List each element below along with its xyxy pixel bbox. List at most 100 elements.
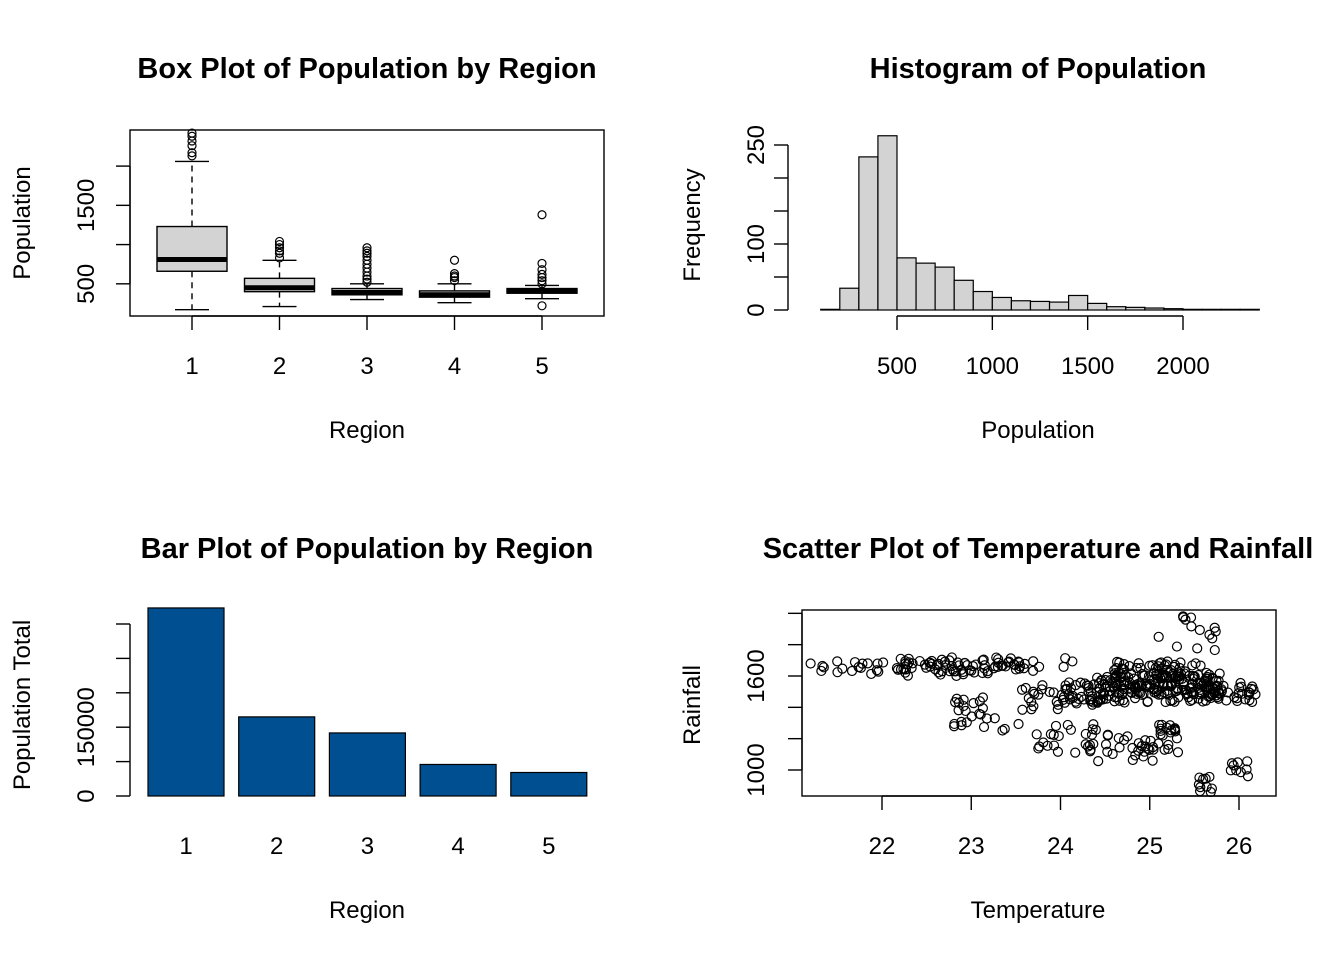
scatter-point <box>1187 670 1199 682</box>
scatter-point <box>1194 772 1205 783</box>
scatter-point <box>977 703 988 714</box>
box-outlier <box>362 246 372 256</box>
histogram-bar <box>1239 308 1260 311</box>
scatter-point <box>1116 663 1127 674</box>
scatter-point <box>992 661 1004 672</box>
scatter-point <box>846 665 858 677</box>
box-outlier <box>449 276 460 286</box>
box-outlier <box>362 255 372 265</box>
scatter-point <box>1240 694 1251 705</box>
scatter-point <box>1190 658 1201 669</box>
scatter-point <box>1114 657 1125 668</box>
scatter-point <box>997 725 1008 736</box>
scatter-point <box>1102 746 1113 757</box>
scatter-point <box>1155 723 1166 734</box>
histogram-bar <box>1201 308 1222 311</box>
box-outlier <box>537 269 547 280</box>
scatter-point <box>853 661 864 673</box>
scatter-point <box>991 652 1002 663</box>
scatter-plot-panel: Scatter Plot of Temperature and Rainfall… <box>679 533 1313 924</box>
scatter-point <box>1050 720 1062 732</box>
bar <box>510 771 588 797</box>
scatter-point <box>1140 681 1152 692</box>
scatter-point <box>982 666 993 677</box>
scatter-point <box>1128 673 1140 684</box>
scatter-point <box>1085 687 1096 698</box>
scatter-point <box>968 698 979 709</box>
box-outlier <box>537 276 547 286</box>
histogram-bar <box>953 279 974 311</box>
scatter-point <box>1133 658 1144 669</box>
scatter-point <box>816 665 827 677</box>
box-outlier <box>362 243 372 253</box>
histogram-bar <box>820 308 841 311</box>
scatter-point <box>999 723 1010 735</box>
histogram-bar <box>1144 307 1165 311</box>
box-outlier <box>362 277 372 287</box>
histogram-bar <box>1087 302 1108 311</box>
bar <box>147 607 225 797</box>
scatter-point <box>817 660 828 672</box>
scatter-point <box>1048 687 1059 698</box>
scatter-point <box>1145 735 1156 747</box>
scatter-point <box>977 692 989 703</box>
scatter-point <box>1118 734 1130 746</box>
scatter-point <box>832 656 843 667</box>
scatter-point <box>1176 684 1188 695</box>
scatter-point <box>1070 747 1081 758</box>
scatter-point <box>1113 732 1124 744</box>
box-outlier <box>187 136 197 146</box>
scatter-point <box>930 664 941 675</box>
scatter-point <box>1138 751 1149 762</box>
scatter-point <box>1204 771 1215 783</box>
scatter-point <box>878 657 889 668</box>
y-tick-label: 250 <box>743 125 770 165</box>
scatter-point <box>1053 730 1064 742</box>
x-tick-label: 5 <box>535 353 548 380</box>
scatter-point <box>960 705 971 717</box>
x-axis-label: Population <box>981 417 1094 444</box>
scatter-point <box>1088 719 1099 730</box>
scatter-point <box>1194 687 1205 698</box>
x-tick-label: 4 <box>448 353 461 380</box>
chart-title: Bar Plot of Population by Region <box>141 533 594 565</box>
scatter-point <box>1084 740 1096 751</box>
scatter-point <box>1185 612 1197 623</box>
scatter-point <box>1079 678 1090 689</box>
y-tick-label: 1600 <box>743 649 770 702</box>
scatter-point <box>1130 680 1141 691</box>
scatter-point <box>1194 785 1206 797</box>
scatter-point <box>1209 622 1220 633</box>
histogram-bar <box>1163 308 1184 311</box>
scatter-point <box>1017 704 1028 715</box>
scatter-point <box>977 667 988 679</box>
scatter-point <box>892 664 904 675</box>
y-tick-label: 1000 <box>743 743 770 796</box>
scatter-point <box>1080 739 1091 750</box>
box-outlier <box>449 271 460 281</box>
x-tick-label: 1 <box>185 353 198 380</box>
scatter-point <box>1033 743 1044 754</box>
scatter-point <box>1180 614 1191 625</box>
scatter-point <box>1140 741 1151 752</box>
x-tick-label: 2 <box>273 353 286 380</box>
x-tick-label: 500 <box>877 353 917 380</box>
scatter-point <box>862 658 873 669</box>
scatter-point <box>1233 688 1244 699</box>
scatter-point <box>1171 641 1183 652</box>
scatter-point <box>1192 643 1203 654</box>
scatter-point <box>978 654 989 665</box>
scatter-point <box>956 716 967 727</box>
scatter-point <box>1100 674 1111 686</box>
box-outlier <box>537 301 547 311</box>
bar <box>238 716 316 797</box>
scatter-point <box>1193 779 1204 790</box>
scatter-point <box>1205 688 1217 699</box>
scatter-point <box>1019 658 1030 669</box>
scatter-point <box>1107 748 1118 760</box>
scatter-point <box>1151 670 1162 681</box>
scatter-point <box>1102 730 1113 741</box>
scatter-point <box>873 666 884 677</box>
scatter-point <box>805 658 816 669</box>
box-outlier <box>362 248 372 258</box>
